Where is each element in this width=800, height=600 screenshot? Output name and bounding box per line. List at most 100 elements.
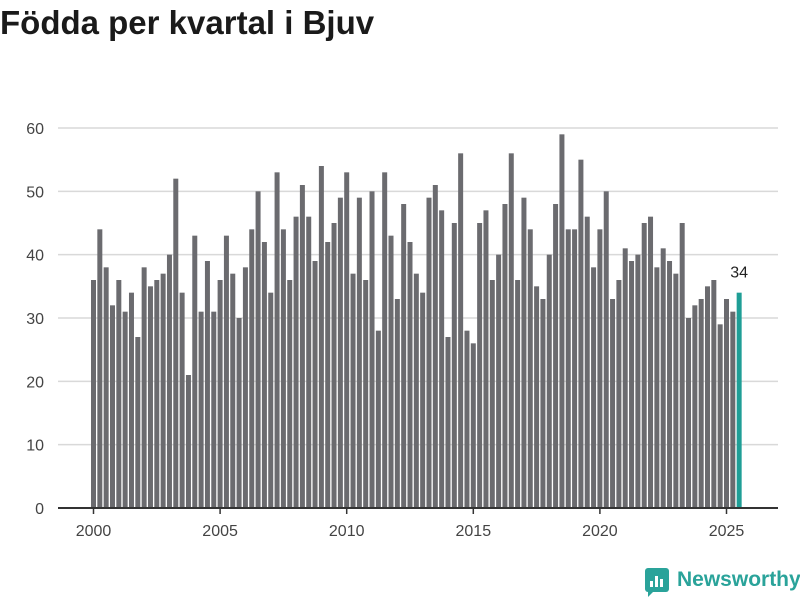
bar	[382, 172, 388, 509]
bar	[204, 261, 210, 508]
bar	[274, 172, 280, 509]
bar	[565, 229, 571, 509]
bar	[363, 280, 369, 508]
x-tick-label: 2005	[202, 523, 238, 540]
bar	[356, 197, 362, 508]
bar	[223, 235, 229, 508]
bar	[242, 267, 248, 508]
bar	[350, 273, 356, 508]
bar	[502, 204, 508, 508]
bar	[641, 223, 647, 508]
bar	[388, 235, 394, 508]
bar	[91, 280, 96, 508]
x-tick-label: 2015	[456, 523, 492, 540]
x-tick-label: 2000	[76, 523, 112, 540]
bar	[375, 330, 381, 508]
bar	[147, 286, 153, 508]
bar	[325, 242, 331, 508]
bar	[192, 235, 198, 508]
data-labels: 34	[730, 265, 748, 282]
bar	[344, 172, 350, 509]
bar	[489, 280, 495, 508]
y-tick-label: 0	[35, 501, 44, 518]
bar	[211, 311, 217, 508]
bar	[141, 267, 147, 508]
bar	[464, 330, 470, 508]
y-tick-label: 20	[26, 374, 44, 391]
bar	[730, 311, 736, 508]
bar-highlight	[736, 292, 742, 508]
bar	[686, 318, 692, 508]
x-tick-label: 2010	[329, 523, 365, 540]
bar	[717, 324, 723, 508]
bar	[261, 242, 267, 508]
bar-chart-icon	[645, 568, 669, 597]
bar	[255, 191, 261, 509]
bar	[635, 254, 641, 508]
bar	[553, 204, 559, 508]
bar	[128, 292, 134, 508]
bar	[698, 299, 704, 508]
bar	[236, 318, 242, 508]
bar	[160, 273, 166, 508]
data-label: 34	[730, 265, 748, 282]
bar	[154, 280, 160, 508]
bar	[692, 305, 698, 508]
bar	[439, 210, 445, 509]
bar	[515, 280, 521, 508]
brand-name: Newsworthy	[677, 568, 800, 591]
bar	[103, 267, 109, 508]
bar	[591, 267, 597, 508]
bar	[559, 134, 565, 509]
bar	[432, 185, 438, 508]
newsworthy-logo: Newsworthy	[645, 568, 800, 597]
bar	[616, 280, 622, 508]
bar	[185, 375, 191, 508]
bar	[673, 273, 679, 508]
bar	[667, 261, 673, 508]
bar	[584, 216, 590, 508]
bar	[369, 191, 375, 509]
bar	[578, 159, 584, 508]
bar	[287, 280, 293, 508]
bar	[477, 223, 483, 508]
bar	[705, 286, 711, 508]
y-tick-label: 30	[26, 311, 44, 328]
bar	[724, 299, 729, 508]
bar	[496, 254, 502, 508]
bar	[660, 248, 666, 509]
bar	[426, 197, 432, 508]
y-tick-label: 40	[26, 248, 44, 265]
bar	[654, 267, 660, 508]
bar	[458, 153, 464, 509]
bar	[540, 299, 546, 508]
bar	[679, 223, 685, 508]
bar	[173, 178, 179, 508]
bar	[572, 229, 578, 509]
bar	[508, 153, 514, 509]
bar	[407, 242, 413, 508]
bar	[97, 229, 103, 509]
bar	[293, 216, 299, 508]
bar	[122, 311, 128, 508]
bar	[521, 197, 527, 508]
bar	[116, 280, 122, 508]
bar	[230, 273, 236, 508]
bar	[331, 223, 337, 508]
x-tick-label: 2020	[582, 523, 618, 540]
bar	[629, 261, 635, 508]
bars	[91, 134, 742, 509]
bar	[445, 337, 451, 508]
bar	[413, 273, 419, 508]
y-axis-ticks: 0 10 20 30 40 50 60	[26, 121, 44, 518]
bar	[483, 210, 489, 509]
bar	[249, 229, 255, 509]
bar	[306, 216, 312, 508]
y-tick-label: 50	[26, 184, 44, 201]
y-tick-label: 10	[26, 438, 44, 455]
bar	[318, 166, 324, 508]
bar	[337, 197, 343, 508]
bar	[179, 292, 185, 508]
bar	[135, 337, 141, 508]
